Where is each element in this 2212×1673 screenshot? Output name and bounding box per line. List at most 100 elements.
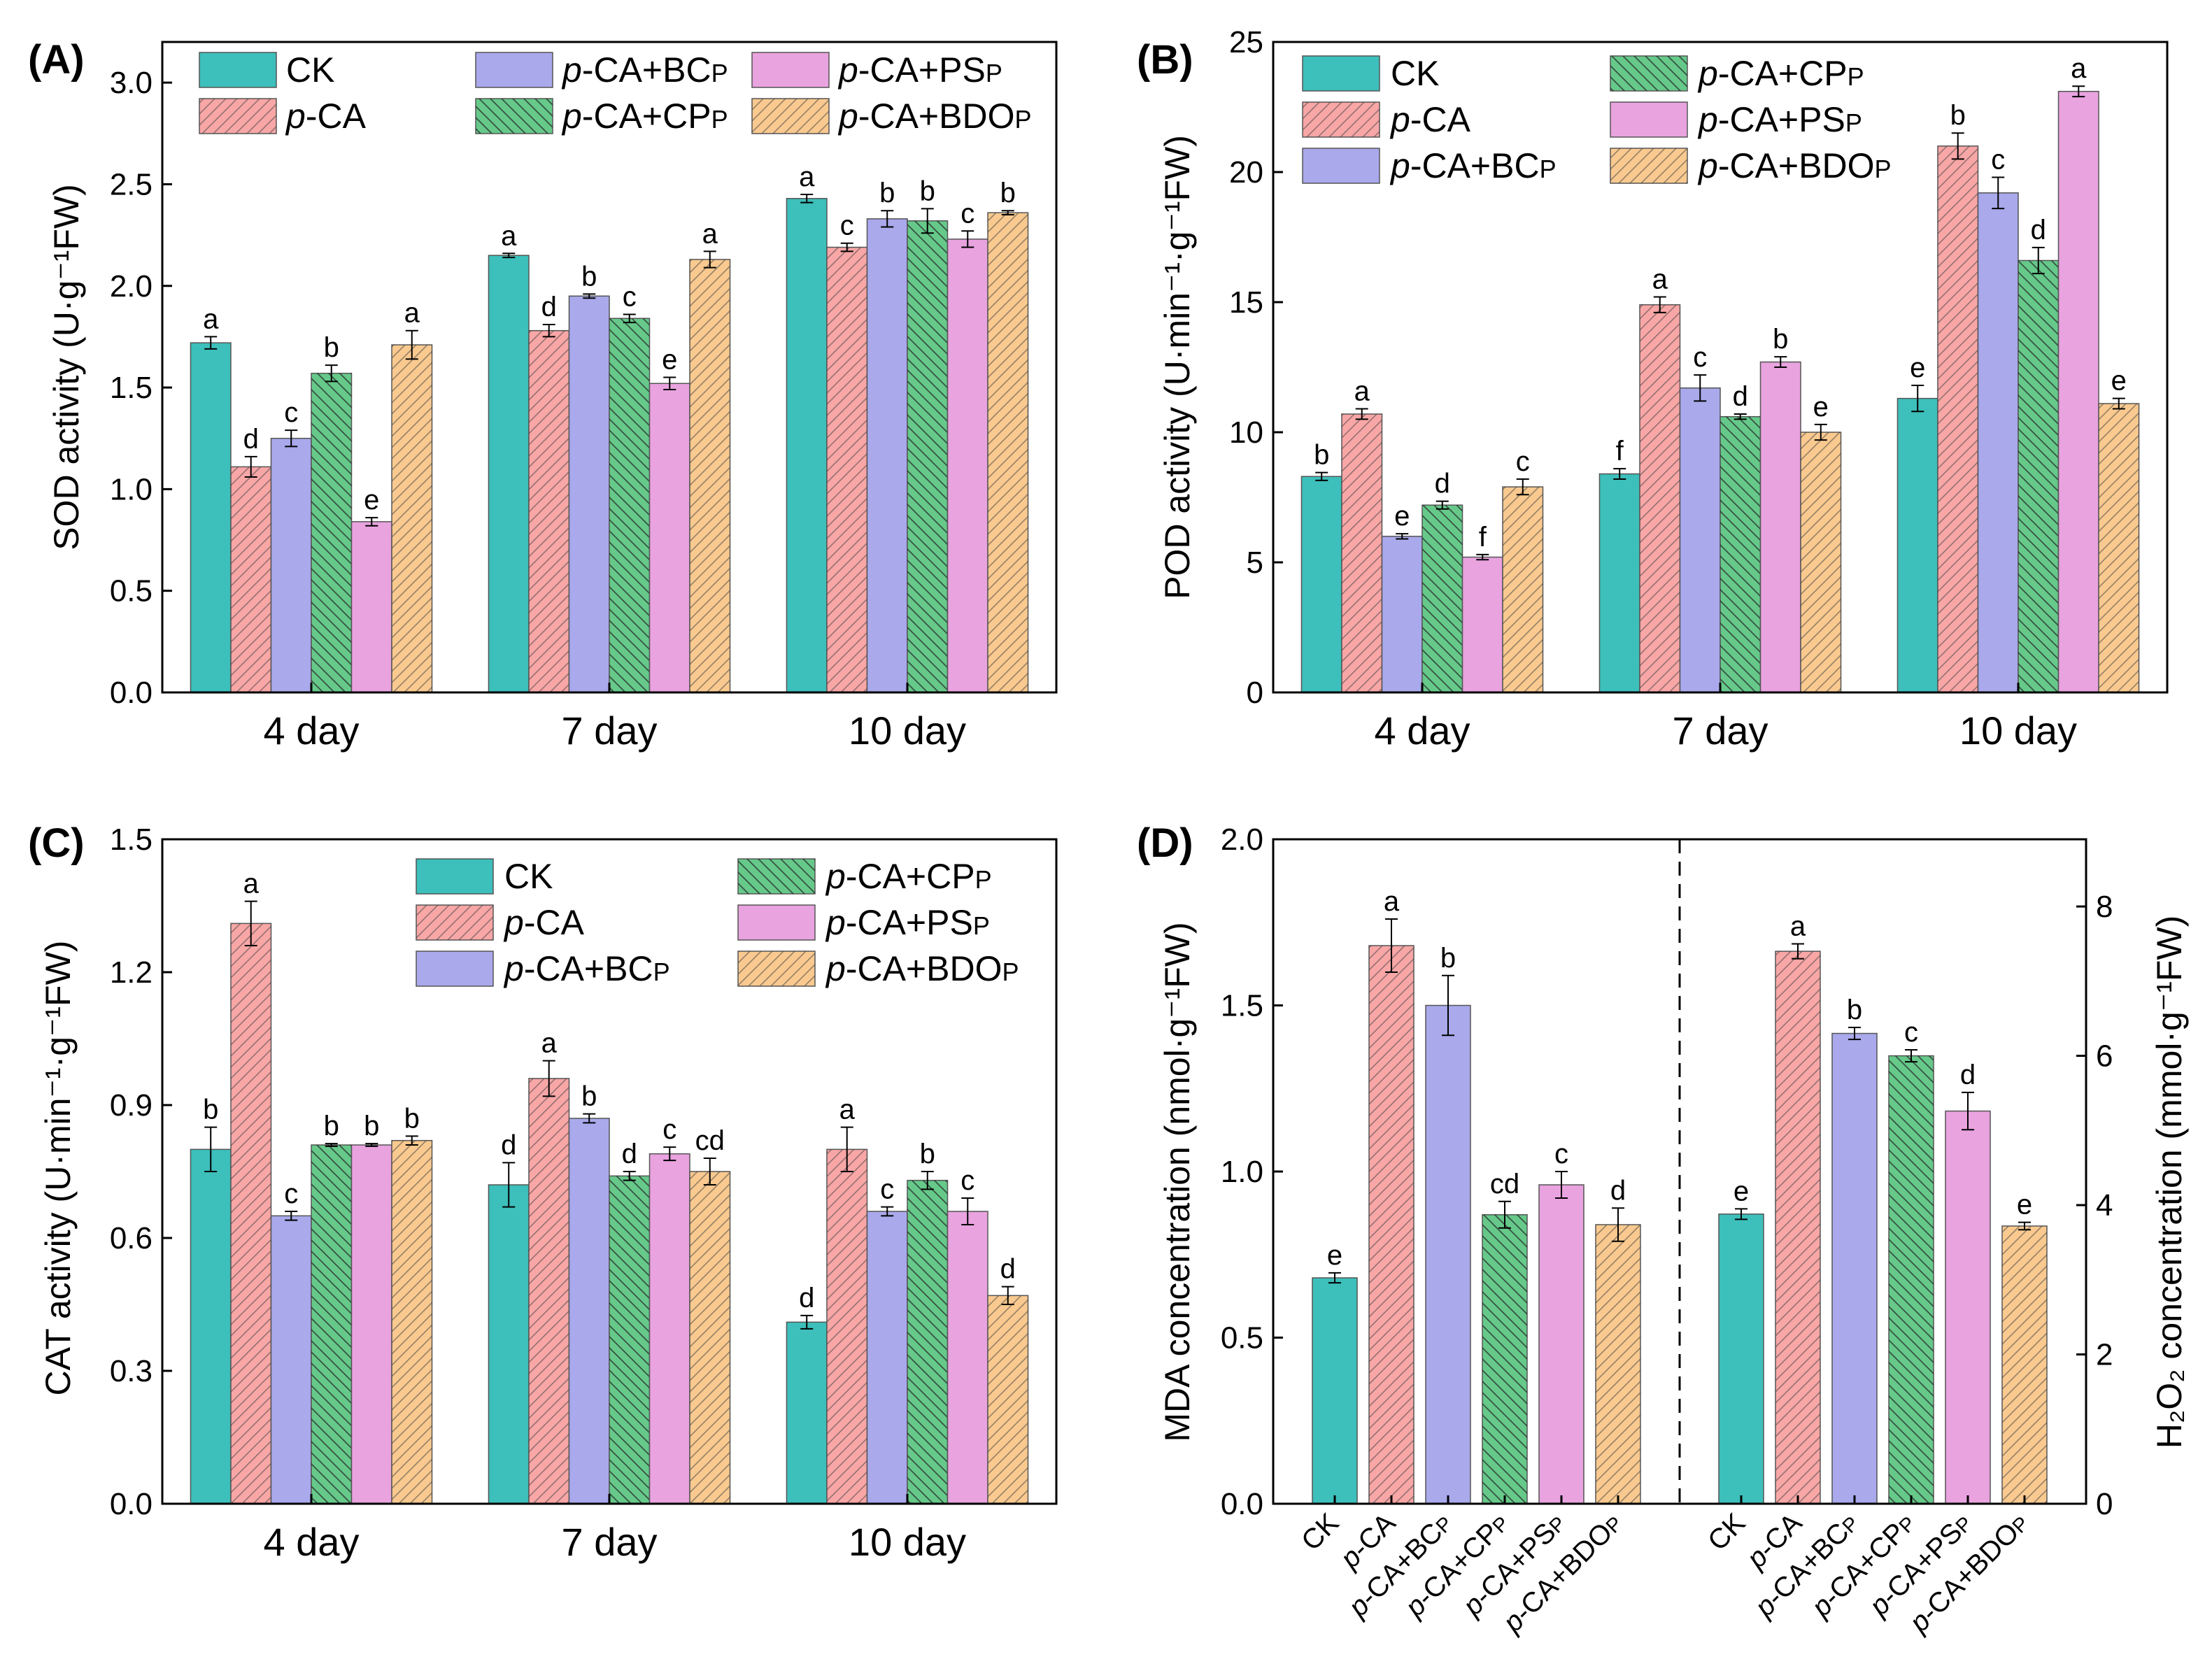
error-bar-c-bdo-1 — [703, 1158, 716, 1186]
bar-b-cp-0-hatch — [1422, 505, 1463, 692]
sig-letter-b-bc-0: e — [1394, 501, 1410, 532]
error-bar-c-bc-2 — [881, 1206, 894, 1217]
error-bar-a-ck-2 — [800, 193, 814, 204]
error-bar-d-h2o2-ck — [1735, 1208, 1747, 1220]
category-label-a-2: 10 day — [849, 709, 966, 753]
legend-swatch-c-pca-hatch — [416, 905, 493, 940]
bar-a-bc-1 — [568, 295, 610, 693]
y-a-tick-label-3: 1.5 — [110, 371, 153, 405]
error-bar-b-ps-2 — [2072, 85, 2085, 98]
error-bar-b-ps-0 — [1476, 553, 1489, 561]
sig-letter-c-bdo-0: b — [404, 1103, 420, 1134]
bar-b-cp-1-hatch — [1720, 416, 1761, 692]
sig-letter-c-bdo-1: cd — [695, 1125, 725, 1156]
y-b-tick-label-2: 10 — [1229, 415, 1263, 450]
legend-item-c-bdo: p-CA+BDOP — [737, 949, 1019, 988]
sig-letter-d-mda-ps: c — [1554, 1139, 1568, 1169]
legend-label-b-ck: CK — [1391, 54, 1439, 93]
error-bar-d-h2o2-cp — [1905, 1049, 1917, 1063]
bar-c-bdo-2-hatch — [988, 1295, 1028, 1504]
y-b-tick-label-4: 20 — [1229, 155, 1263, 190]
panel-d-mda-h2o2-chart: (D) MDA concentration (nmol·g⁻¹FW) H₂O₂ … — [1137, 820, 2189, 1639]
legend-label-c-pca: p-CA — [503, 903, 585, 942]
legend-label-b-pca: p-CA — [1389, 100, 1471, 139]
sig-letter-b-cp-2: d — [2031, 215, 2046, 245]
y-axis-b: 0 5 10 15 20 25 — [1229, 25, 1283, 710]
sig-letter-d-mda-bc: b — [1440, 943, 1456, 974]
error-bar-a-cp-2 — [921, 208, 934, 234]
sig-letter-a-bc-0: c — [284, 397, 298, 428]
error-bar-d-h2o2-pca — [1792, 943, 1804, 960]
legend-label-b-bc: p-CA+BCP — [1389, 146, 1557, 185]
error-bar-a-bdo-1 — [703, 250, 716, 269]
error-bar-d-h2o2-bdo — [2018, 1221, 2031, 1231]
error-bar-d-mda-cp — [1498, 1200, 1511, 1229]
error-bar-a-bc-2 — [881, 210, 894, 228]
bar-a-pca-0-hatch — [230, 467, 271, 692]
y-b-tick-label-3: 15 — [1229, 285, 1263, 320]
error-bar-d-mda-bdo — [1612, 1207, 1624, 1242]
y-axis-title-d-left: MDA concentration (nmol·g⁻¹FW) — [1158, 922, 1197, 1441]
error-bar-b-bdo-1 — [1814, 423, 1827, 441]
legend-label-c-bc: p-CA+BCP — [503, 949, 670, 988]
y-a-tick-label-2: 1.0 — [110, 472, 153, 506]
legend-swatch-c-ps — [737, 904, 816, 941]
legend-label-c-ps: p-CA+PSP — [825, 903, 990, 942]
bar-d-h2o2-cp-hatch — [1889, 1055, 1934, 1504]
error-bar-d-mda-ps — [1555, 1171, 1568, 1199]
sig-letter-a-bdo-2: b — [1000, 178, 1016, 208]
bar-d-mda-ps — [1538, 1184, 1584, 1504]
sig-letter-c-bc-1: b — [581, 1081, 597, 1112]
bar-b-ps-0 — [1461, 556, 1503, 693]
error-bar-d-mda-ck — [1328, 1272, 1341, 1284]
legend-swatch-a-cp-hatch — [476, 99, 553, 134]
sig-letter-a-bdo-0: a — [404, 298, 420, 329]
category-label-b-2: 10 day — [1959, 709, 2077, 753]
bar-a-bdo-0-hatch — [392, 345, 432, 692]
category-label-c-0: 4 day — [264, 1520, 360, 1564]
legend-item-a-ps: p-CA+PSP — [751, 50, 1002, 90]
legend-item-c-ck: CK — [416, 857, 553, 896]
legend-item-c-cp: p-CA+CPP — [737, 857, 992, 896]
sig-letter-c-cp-1: d — [622, 1139, 637, 1169]
bar-b-cp-2-hatch — [2018, 260, 2059, 693]
sig-letter-c-ck-1: d — [501, 1130, 516, 1160]
bar-b-ps-2 — [2057, 90, 2099, 693]
bar-a-ps-2 — [947, 239, 988, 693]
bar-a-ck-0 — [190, 342, 232, 693]
bar-b-bdo-0-hatch — [1503, 487, 1543, 692]
sig-letter-c-pca-2: a — [839, 1095, 856, 1125]
category-label-c-2: 10 day — [849, 1520, 966, 1564]
sig-letter-a-ps-2: c — [960, 198, 974, 229]
legend-label-b-cp: p-CA+CPP — [1697, 54, 1864, 93]
sig-letter-a-pca-2: c — [840, 211, 854, 241]
bar-c-pca-0-hatch — [230, 923, 271, 1504]
sig-letter-b-bc-2: c — [1991, 144, 2005, 175]
legend-item-c-ps: p-CA+PSP — [737, 903, 990, 942]
bar-a-ps-0 — [350, 521, 392, 693]
error-bar-a-bdo-0 — [405, 329, 418, 360]
legend-item-a-bc: p-CA+BCP — [475, 50, 728, 90]
sig-letter-a-ck-0: a — [203, 304, 219, 334]
y-a-tick-label-5: 2.5 — [110, 167, 153, 201]
legend-swatch-a-ps — [751, 52, 830, 88]
bar-a-bdo-2-hatch — [988, 213, 1028, 692]
error-bar-a-bc-0 — [285, 429, 298, 448]
sig-letter-c-ps-0: b — [364, 1111, 379, 1141]
bar-c-ck-2 — [786, 1321, 828, 1504]
y-d-right-tick-label-1: 2 — [2096, 1338, 2113, 1372]
bar-c-cp-0-hatch — [311, 1145, 352, 1504]
error-bar-c-pca-1 — [542, 1060, 555, 1097]
error-bar-c-ps-1 — [663, 1146, 676, 1162]
legend-swatch-a-bc — [475, 52, 553, 88]
y-a-tick-label-0: 0.0 — [110, 676, 153, 710]
legend-swatch-c-cp-hatch — [738, 859, 815, 894]
y-d-left-tick-label-2: 1.0 — [1221, 1155, 1263, 1189]
sig-letter-d-h2o2-cp: c — [1904, 1017, 1918, 1048]
panel-label-b: (B) — [1137, 37, 1193, 83]
sig-letter-b-ck-1: f — [1616, 436, 1624, 467]
legend-item-c-pca: p-CA — [416, 903, 585, 942]
bar-d-mda-pca-hatch — [1369, 946, 1414, 1504]
